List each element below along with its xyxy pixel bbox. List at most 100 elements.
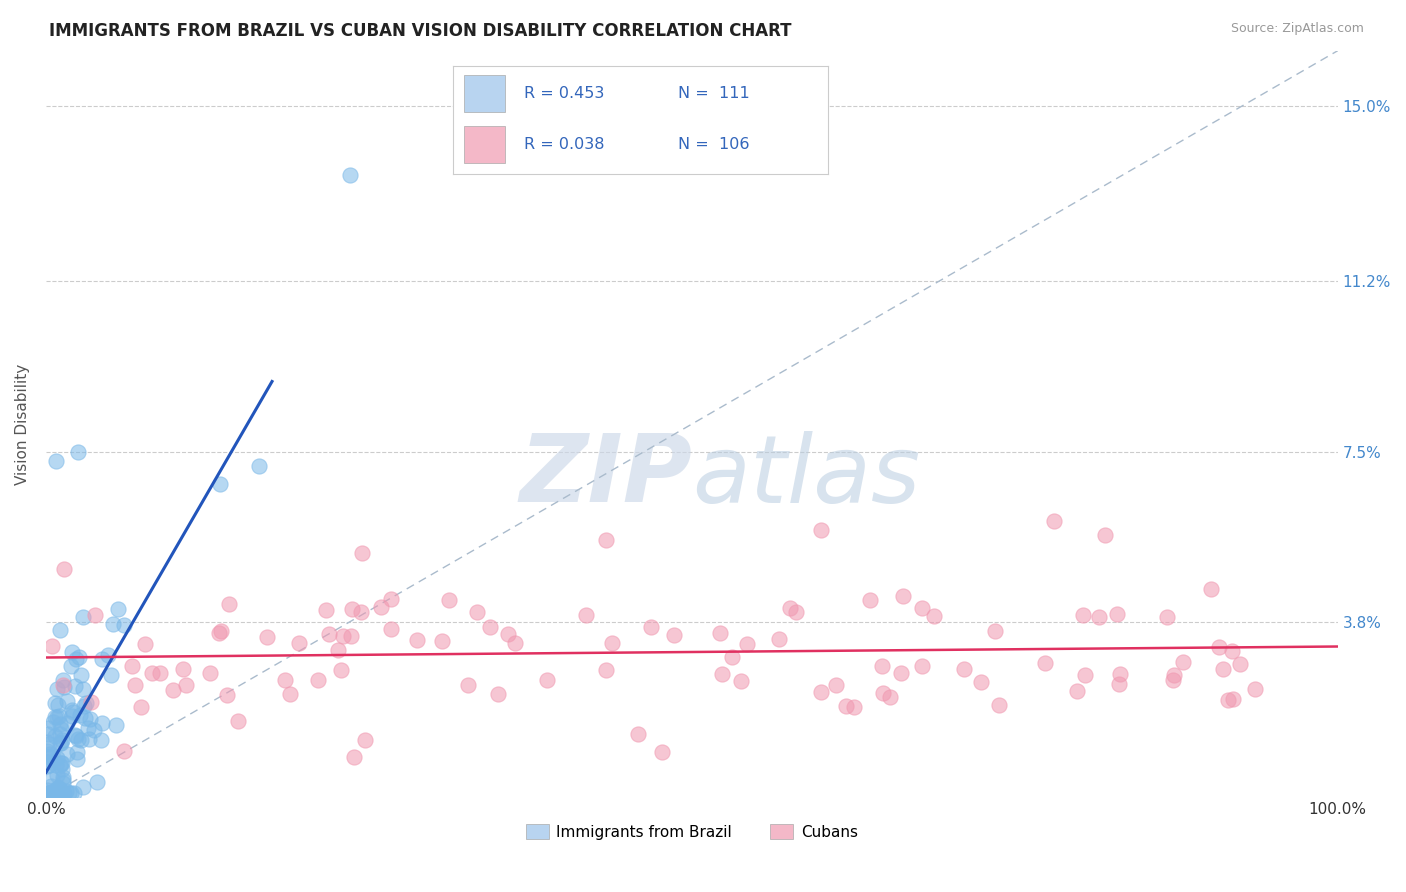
Point [80, 695, 103, 709]
Point [891, 589, 914, 603]
Point [651, 745, 673, 759]
Point [84, 607, 107, 622]
Point [37, 721, 59, 735]
Point [72, 682, 94, 697]
Point [46, 750, 69, 764]
Point [62, 706, 84, 720]
Point [910, 600, 932, 615]
Point [77, 731, 100, 746]
Point [52, 770, 75, 784]
Point [1094, 527, 1116, 541]
Point [52, 673, 75, 687]
Point [90, 733, 112, 747]
Point [45, 767, 67, 781]
Point [278, 687, 301, 701]
Point [287, 636, 309, 650]
Point [83, 723, 105, 738]
Point [59, 659, 82, 673]
Point [44, 729, 66, 743]
Point [37, 759, 59, 773]
Point [77, 721, 100, 735]
Point [595, 663, 617, 677]
Point [709, 626, 731, 640]
Point [51, 756, 73, 770]
Point [37, 786, 59, 800]
Point [437, 592, 460, 607]
Point [432, 634, 454, 648]
Point [350, 605, 373, 619]
Text: ZIP: ZIP [519, 430, 692, 523]
Point [952, 662, 974, 676]
Point [332, 628, 354, 642]
Point [49, 623, 72, 637]
Point [49, 736, 72, 750]
Legend: Immigrants from Brazil, Cubans: Immigrants from Brazil, Cubans [520, 818, 865, 846]
Point [405, 633, 427, 648]
Point [1033, 657, 1056, 671]
Point [62, 709, 84, 723]
Point [1087, 609, 1109, 624]
Point [56, 747, 79, 761]
Point [60, 702, 83, 716]
Point [65, 730, 87, 744]
Point [66, 752, 89, 766]
Point [872, 658, 894, 673]
Point [457, 678, 479, 692]
Point [90, 716, 112, 731]
Point [72, 780, 94, 794]
Point [107, 601, 129, 615]
Point [496, 627, 519, 641]
Point [65, 679, 87, 693]
Point [112, 618, 135, 632]
Point [1161, 673, 1184, 687]
Point [44, 786, 66, 800]
Point [86, 775, 108, 789]
Point [141, 665, 163, 680]
Point [1107, 607, 1129, 621]
Point [842, 700, 865, 714]
Point [162, 682, 184, 697]
Point [768, 632, 790, 647]
Point [174, 678, 197, 692]
Point [662, 628, 685, 642]
Point [44, 786, 66, 800]
Point [49, 757, 72, 772]
Point [1042, 514, 1064, 528]
Point [352, 546, 374, 560]
Point [198, 666, 221, 681]
Point [984, 624, 1007, 639]
Point [66, 745, 89, 759]
Point [73, 710, 96, 724]
Point [39, 747, 62, 762]
Point [52, 786, 75, 800]
Text: atlas: atlas [692, 431, 920, 522]
Point [75, 696, 97, 710]
Point [1171, 655, 1194, 669]
Point [38, 750, 60, 764]
Point [1074, 667, 1097, 681]
Point [1216, 692, 1239, 706]
Point [505, 636, 527, 650]
Point [41, 786, 63, 800]
Point [370, 599, 392, 614]
Point [44, 696, 66, 710]
Point [60, 644, 83, 658]
Point [67, 444, 90, 458]
Point [103, 616, 125, 631]
Point [39, 786, 62, 800]
Point [44, 710, 66, 724]
Point [486, 687, 509, 701]
Point [90, 652, 112, 666]
Point [49, 727, 72, 741]
Point [465, 605, 488, 619]
Point [51, 762, 73, 776]
Point [121, 659, 143, 673]
Point [104, 718, 127, 732]
Point [209, 477, 232, 491]
Point [37, 726, 59, 740]
Point [69, 668, 91, 682]
Point [208, 626, 231, 640]
Point [1156, 610, 1178, 624]
Point [49, 722, 72, 736]
Point [226, 714, 249, 728]
